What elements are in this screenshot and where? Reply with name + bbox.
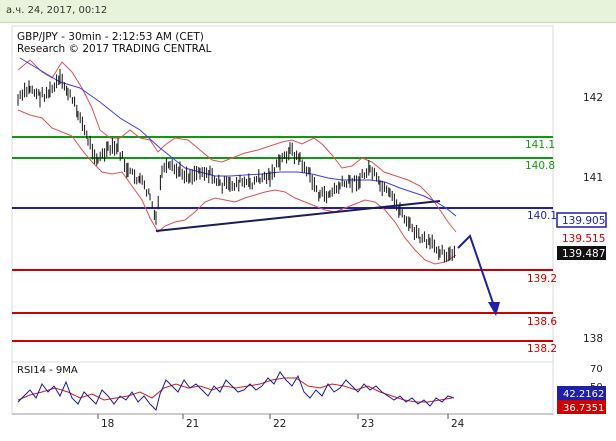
price-tag-139-487 xyxy=(557,246,606,260)
price-tag-139-905-text: 139.905 xyxy=(562,215,605,227)
x-axis-ticks xyxy=(97,414,449,419)
rsi-ma-line xyxy=(17,377,453,403)
axis-label-141: 141 xyxy=(583,172,603,184)
level-label-140-8: 140.8 xyxy=(525,160,555,172)
upper-band xyxy=(17,59,457,233)
rsi-title: RSI14 - 9MA xyxy=(17,365,78,376)
price-tag-139-905 xyxy=(556,212,607,228)
x-label-18: 18 xyxy=(101,418,114,430)
price-tag-139-487-text: 139.487 xyxy=(562,248,605,260)
level-label-140-1: 140.1 xyxy=(527,210,557,222)
rsi-tag-red-text: 36.7351 xyxy=(563,403,604,414)
price-panel-frame xyxy=(11,25,554,363)
axis-label-138: 138 xyxy=(583,333,603,345)
rsi-tag-blue-text: 42.2162 xyxy=(563,389,604,400)
level-label-141-1: 141.1 xyxy=(525,139,555,151)
rsi-tag-blue xyxy=(557,386,606,400)
price-tag-139-515-text: 139.515 xyxy=(562,233,605,245)
trend-line xyxy=(155,200,441,232)
rsi-tag-red xyxy=(557,400,606,414)
level-label-138-2: 138.2 xyxy=(527,343,557,355)
x-label-22: 22 xyxy=(273,418,286,430)
projection-path xyxy=(457,234,495,307)
x-label-24: 24 xyxy=(451,418,465,430)
rsi-line xyxy=(17,371,455,411)
price-bars xyxy=(17,69,455,263)
date-time-bar: a.ч. 24, 2017, 00:12 xyxy=(0,0,616,23)
x-label-21: 21 xyxy=(186,418,199,430)
rsi-axis-70: 70 xyxy=(590,364,603,375)
chart-title: GBP/JPY - 30min - 2:12:53 AM (CET) xyxy=(17,31,204,43)
rsi-panel-frame xyxy=(11,361,554,415)
level-label-138-6: 138.6 xyxy=(527,316,557,328)
x-label-23: 23 xyxy=(361,418,374,430)
projection-arrowhead xyxy=(488,302,500,316)
price-tag-139-515 xyxy=(557,231,606,245)
level-label-139-2: 139.2 xyxy=(527,273,557,285)
chart-copyright: Research © 2017 TRADING CENTRAL xyxy=(17,43,212,55)
axis-label-142: 142 xyxy=(583,92,603,104)
date-time-text: a.ч. 24, 2017, 00:12 xyxy=(6,5,108,16)
